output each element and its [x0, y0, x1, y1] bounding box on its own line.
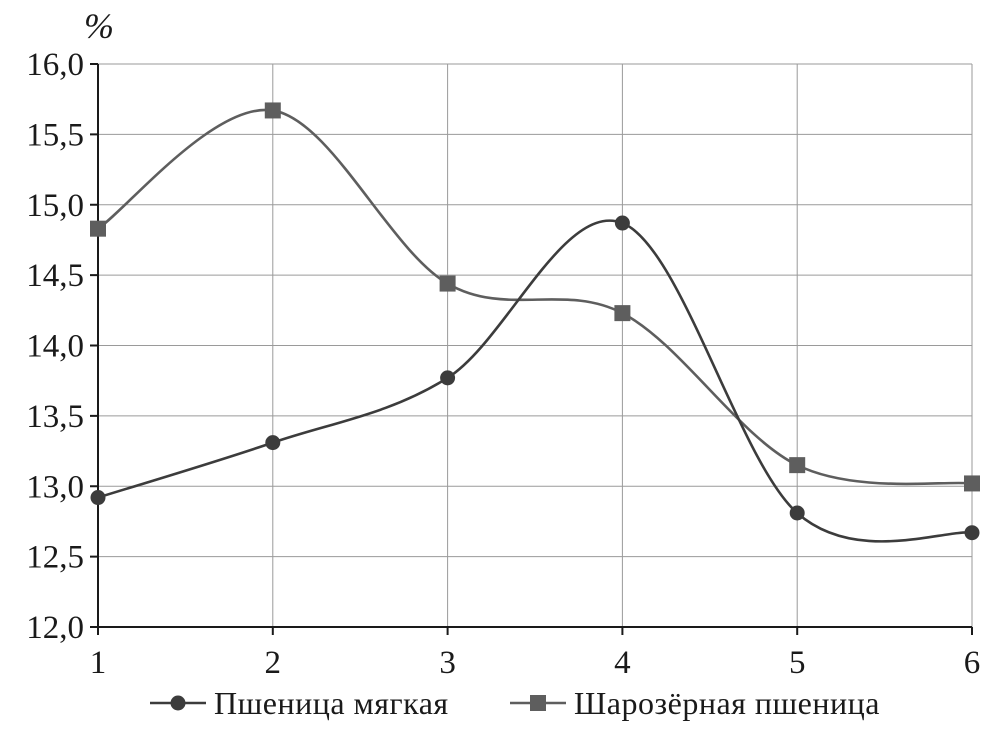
- circle-data-point: [964, 525, 980, 541]
- legend-label: Шарозёрная пшеница: [574, 685, 880, 721]
- circle-data-point: [440, 370, 456, 386]
- circle-data-point: [614, 215, 630, 231]
- y-tick-label: 13,0: [26, 469, 84, 505]
- x-tick-label: 4: [614, 645, 631, 681]
- square-data-point: [789, 457, 806, 474]
- y-axis-unit-label: %: [84, 6, 114, 46]
- y-tick-label: 12,5: [26, 540, 84, 576]
- legend: Пшеница мягкая Шарозёрная пшеница: [150, 685, 880, 721]
- series-1: [90, 215, 980, 543]
- y-tick-label: 15,0: [26, 188, 84, 224]
- y-tick-label: 14,5: [26, 258, 84, 294]
- square-data-point: [439, 275, 456, 292]
- legend-entry: Пшеница мягкая: [150, 685, 449, 721]
- x-tick-label: 3: [439, 645, 456, 681]
- series-line: [97, 219, 973, 543]
- series-line: [97, 108, 973, 486]
- y-tick-label: 13,5: [26, 399, 84, 435]
- square-data-point: [614, 305, 631, 322]
- legend-entry: Шарозёрная пшеница: [510, 685, 880, 721]
- x-tick-label: 5: [789, 645, 806, 681]
- y-tick-label: 16,0: [26, 47, 84, 83]
- circle-data-point: [265, 435, 281, 451]
- legend-square-marker: [530, 695, 546, 711]
- square-data-point: [90, 220, 106, 237]
- series-2: [90, 102, 980, 492]
- x-tick-label: 2: [265, 645, 282, 681]
- legend-label: Пшеница мягкая: [214, 685, 449, 721]
- y-tick-label: 12,0: [26, 610, 84, 646]
- x-tick-label: 6: [964, 645, 981, 681]
- square-data-point: [964, 475, 980, 492]
- axes: [90, 63, 973, 635]
- circle-data-point: [90, 490, 106, 506]
- series: [90, 102, 980, 543]
- y-tick-label: 15,5: [26, 117, 84, 153]
- square-data-point: [264, 102, 281, 119]
- x-tick-label: 1: [90, 645, 107, 681]
- legend-circle-marker: [170, 695, 186, 711]
- grid: [98, 63, 973, 627]
- tick-labels: 12,0 12,5 13,0 13,5 14,0 14,5 15,0 15,5 16,0 1 2 3 4…: [26, 47, 980, 681]
- circle-data-point: [789, 505, 805, 521]
- y-tick-label: 14,0: [26, 329, 84, 365]
